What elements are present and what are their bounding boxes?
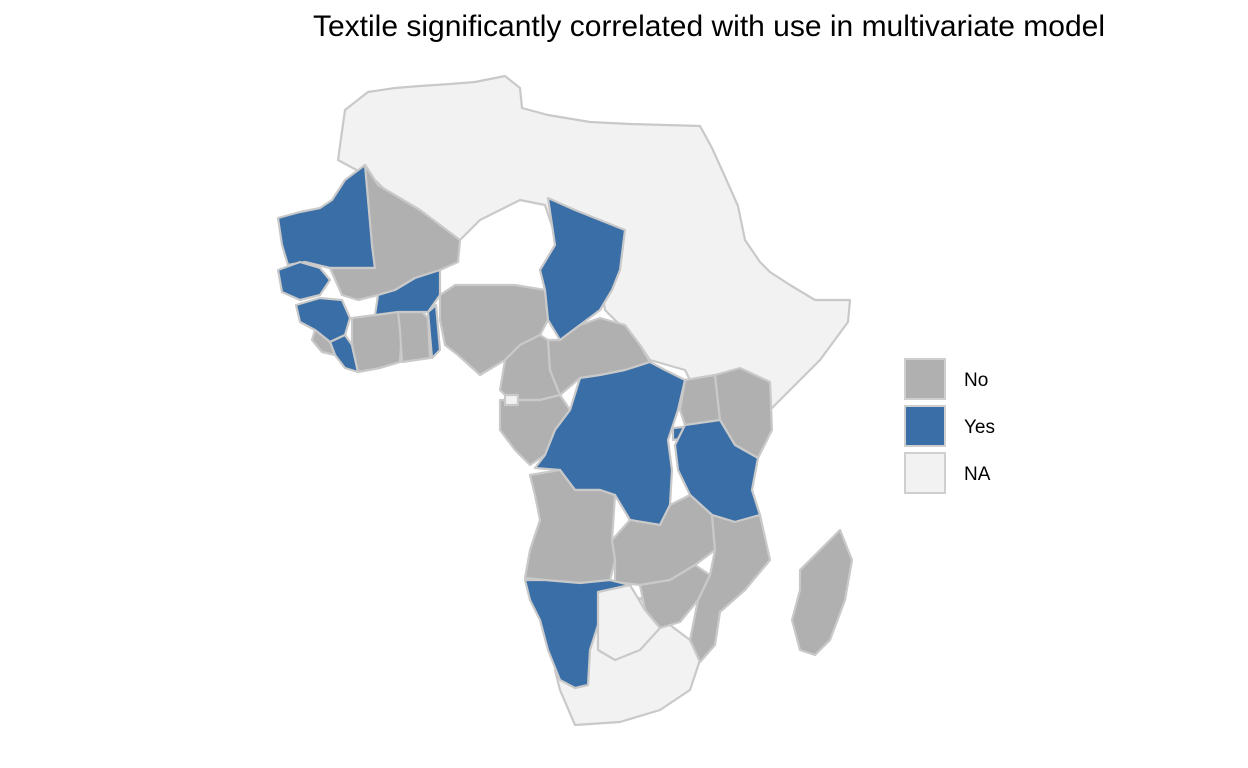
legend-swatch-na	[904, 452, 946, 494]
legend-swatch-yes	[904, 405, 946, 447]
country-ghana	[396, 308, 432, 364]
legend-item-no: No	[904, 358, 1044, 402]
legend-swatch-no	[904, 358, 946, 400]
legend-label-no: No	[964, 370, 989, 391]
country-botswana	[596, 583, 662, 662]
country-uganda	[678, 373, 722, 427]
country-sierra-leone	[310, 328, 337, 357]
country-mauritania	[276, 163, 380, 270]
map-title: Textile significantly correlated with us…	[312, 10, 1105, 43]
country-togo	[426, 303, 442, 360]
country-equatorial-guinea	[503, 393, 520, 407]
country-chad	[538, 196, 627, 342]
legend-label-na: NA	[964, 464, 991, 485]
legend-item-yes: Yes	[904, 405, 1044, 449]
country-ivory-coast	[350, 310, 404, 374]
legend-item-na: NA	[904, 452, 1044, 496]
country-namibia	[523, 578, 632, 690]
country-madagascar	[790, 528, 854, 657]
legend-label-yes: Yes	[964, 417, 995, 438]
country-senegal	[276, 260, 332, 302]
